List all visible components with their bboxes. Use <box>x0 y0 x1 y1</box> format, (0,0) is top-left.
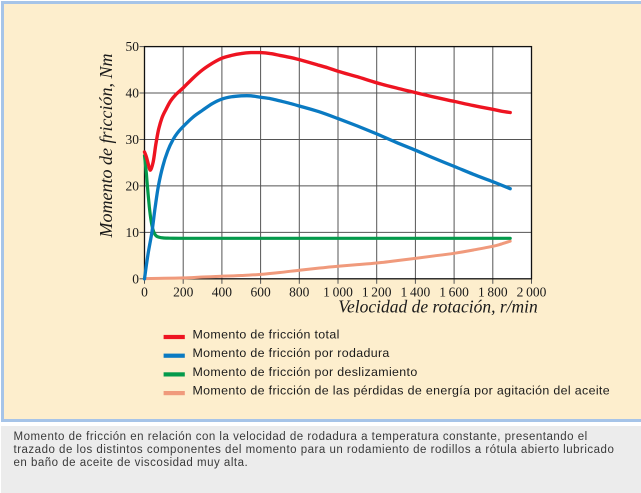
svg-text:30: 30 <box>126 132 140 147</box>
svg-text:Momento de fricción de las pér: Momento de fricción de las pérdidas de e… <box>193 384 610 398</box>
svg-text:Momento de fricción por desliz: Momento de fricción por deslizamiento <box>193 365 418 379</box>
svg-text:600: 600 <box>250 285 271 300</box>
svg-text:400: 400 <box>212 285 233 300</box>
svg-text:Momento de fricción total: Momento de fricción total <box>193 328 340 342</box>
svg-text:200: 200 <box>173 285 194 300</box>
svg-text:0: 0 <box>141 285 148 300</box>
svg-text:1 200: 1 200 <box>362 285 392 300</box>
svg-text:2 000: 2 000 <box>517 285 547 300</box>
svg-text:20: 20 <box>126 179 140 194</box>
svg-text:1 600: 1 600 <box>439 285 469 300</box>
svg-text:Momento de fricción, Nm: Momento de fricción, Nm <box>96 54 116 239</box>
svg-text:Velocidad de rotación, r/min: Velocidad de rotación, r/min <box>338 297 538 317</box>
svg-text:1 400: 1 400 <box>401 285 431 300</box>
svg-text:0: 0 <box>132 271 139 286</box>
svg-text:10: 10 <box>126 225 140 240</box>
svg-text:50: 50 <box>126 39 140 54</box>
svg-text:1 800: 1 800 <box>478 285 508 300</box>
svg-text:800: 800 <box>289 285 310 300</box>
svg-text:40: 40 <box>126 86 140 101</box>
svg-text:1 000: 1 000 <box>323 285 353 300</box>
svg-text:Momento de fricción por rodadu: Momento de fricción por rodadura <box>193 346 390 360</box>
